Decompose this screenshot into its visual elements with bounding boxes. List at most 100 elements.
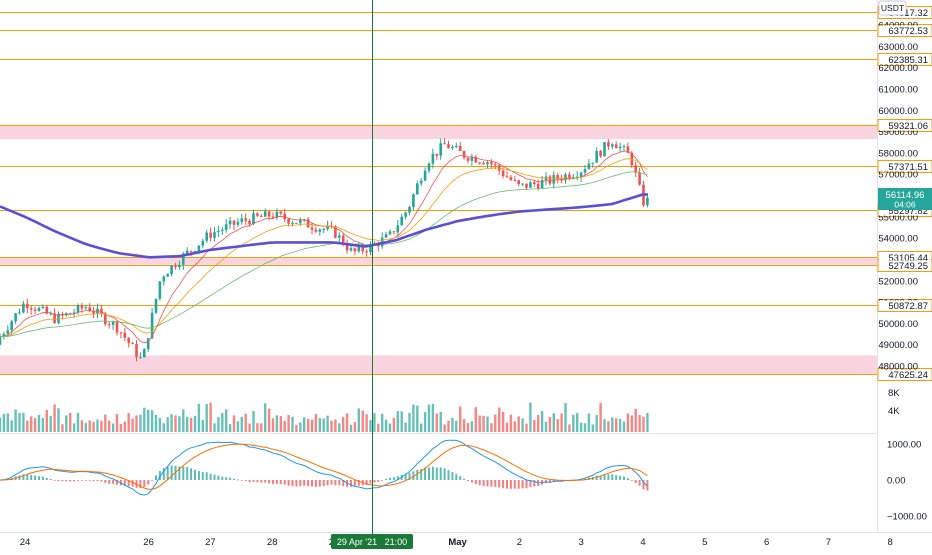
level-label-bg: [879, 205, 931, 216]
ma-200-line[interactable]: [0, 193, 649, 259]
volume-bar: [646, 413, 649, 432]
candle-body: [170, 265, 173, 275]
candle-body: [174, 265, 177, 268]
candle-body: [447, 144, 450, 149]
volume-bar: [618, 418, 622, 432]
ma-slow-line[interactable]: [0, 171, 648, 338]
volume-bar: [486, 416, 489, 432]
time-tick-label: 4: [640, 537, 645, 548]
candle-body: [49, 313, 52, 315]
currency-badge[interactable]: USDT: [878, 0, 907, 16]
macd-histogram-bar: [552, 480, 555, 482]
volume-bar: [271, 418, 275, 432]
volume-bar: [459, 406, 462, 432]
candle-body: [119, 332, 123, 334]
candle-body: [37, 307, 41, 311]
candle-body: [314, 229, 318, 232]
volume-bar: [513, 421, 516, 432]
macd-histogram-bar: [626, 478, 629, 480]
volume-bar: [361, 410, 364, 432]
volume-bar: [299, 422, 302, 432]
volume-bar: [287, 415, 290, 432]
candle-body: [291, 222, 294, 224]
level-label-1: 63772.53: [888, 26, 928, 37]
macd-histogram-bar: [303, 480, 306, 486]
volume-bar: [525, 423, 528, 432]
candle-body: [283, 213, 286, 220]
candle-body: [299, 219, 302, 224]
candle-body: [271, 216, 275, 218]
volume-bar: [427, 404, 431, 432]
time-tick-label: 3: [579, 537, 584, 548]
volume-bar: [41, 418, 45, 432]
macd-histogram-bar: [260, 480, 263, 483]
volume-bar: [509, 414, 513, 432]
volume-bar: [96, 419, 99, 432]
candle-body: [412, 194, 415, 207]
macd-histogram-bar: [470, 480, 473, 483]
zone-band-0[interactable]: [0, 124, 877, 140]
price-tick-label: 57000.00: [878, 170, 918, 181]
candle-body: [618, 146, 622, 149]
zone-band-2[interactable]: [0, 355, 877, 374]
candle-body: [310, 227, 314, 230]
macd-histogram-bar: [357, 480, 360, 486]
level-label-bg: [879, 161, 931, 172]
volume-bar: [221, 413, 224, 432]
macd-line[interactable]: [0, 439, 648, 496]
candle-body: [365, 251, 368, 253]
macd-tick-label: −1000.00: [887, 512, 927, 523]
macd-histogram-bar: [201, 471, 204, 480]
candle-body: [341, 235, 345, 245]
candle-body: [260, 215, 263, 217]
price-pane[interactable]: [0, 0, 877, 388]
macd-histogram-bar: [474, 480, 477, 485]
volume-bar: [291, 416, 294, 432]
volume-bar: [447, 420, 450, 432]
macd-histogram-bar: [634, 480, 637, 483]
ma-mid-line[interactable]: [0, 158, 648, 338]
macd-histogram-bar: [112, 480, 115, 484]
volume-bar: [583, 423, 587, 432]
candle-body: [263, 211, 267, 217]
macd-histogram-bar: [162, 468, 165, 480]
candle-body: [6, 330, 10, 334]
volume-bar: [283, 421, 286, 432]
macd-pane[interactable]: [0, 434, 877, 532]
volume-bar: [342, 417, 345, 432]
macd-histogram-bar: [229, 477, 232, 480]
zone-band-1[interactable]: [0, 257, 877, 265]
volume-bar: [420, 423, 423, 432]
volume-bar: [193, 415, 197, 432]
macd-histogram-bar: [225, 477, 228, 480]
macd-histogram-bar: [619, 475, 622, 480]
volume-bar: [127, 413, 130, 432]
candle-body: [213, 232, 216, 238]
macd-histogram-bar: [233, 478, 235, 480]
signal-line[interactable]: [0, 443, 648, 490]
candle-body: [244, 218, 247, 221]
volume-bar: [76, 412, 80, 432]
macd-histogram-bar: [236, 479, 239, 481]
candle-body: [80, 305, 84, 309]
macd-histogram-bar: [194, 469, 196, 480]
volume-bar: [310, 419, 314, 432]
macd-histogram-bar: [428, 467, 430, 480]
volume-pane[interactable]: [0, 388, 877, 434]
macd-histogram-bar: [252, 480, 255, 482]
volume-bar: [260, 423, 263, 432]
macd-histogram-bar: [404, 473, 407, 480]
price-tick-label: 54000.00: [878, 234, 918, 245]
volume-bar: [104, 414, 107, 432]
macd-histogram-bar: [603, 474, 606, 480]
macd-histogram-bar: [88, 480, 91, 481]
candle-body: [583, 169, 587, 173]
time-tick-label: 28: [267, 537, 278, 548]
macd-histogram-bar: [494, 480, 497, 487]
volume-bar: [349, 424, 353, 432]
macd-histogram-bar: [139, 480, 142, 489]
volume-bar: [462, 419, 466, 432]
candle-body: [587, 163, 591, 170]
volume-bar: [147, 409, 150, 432]
